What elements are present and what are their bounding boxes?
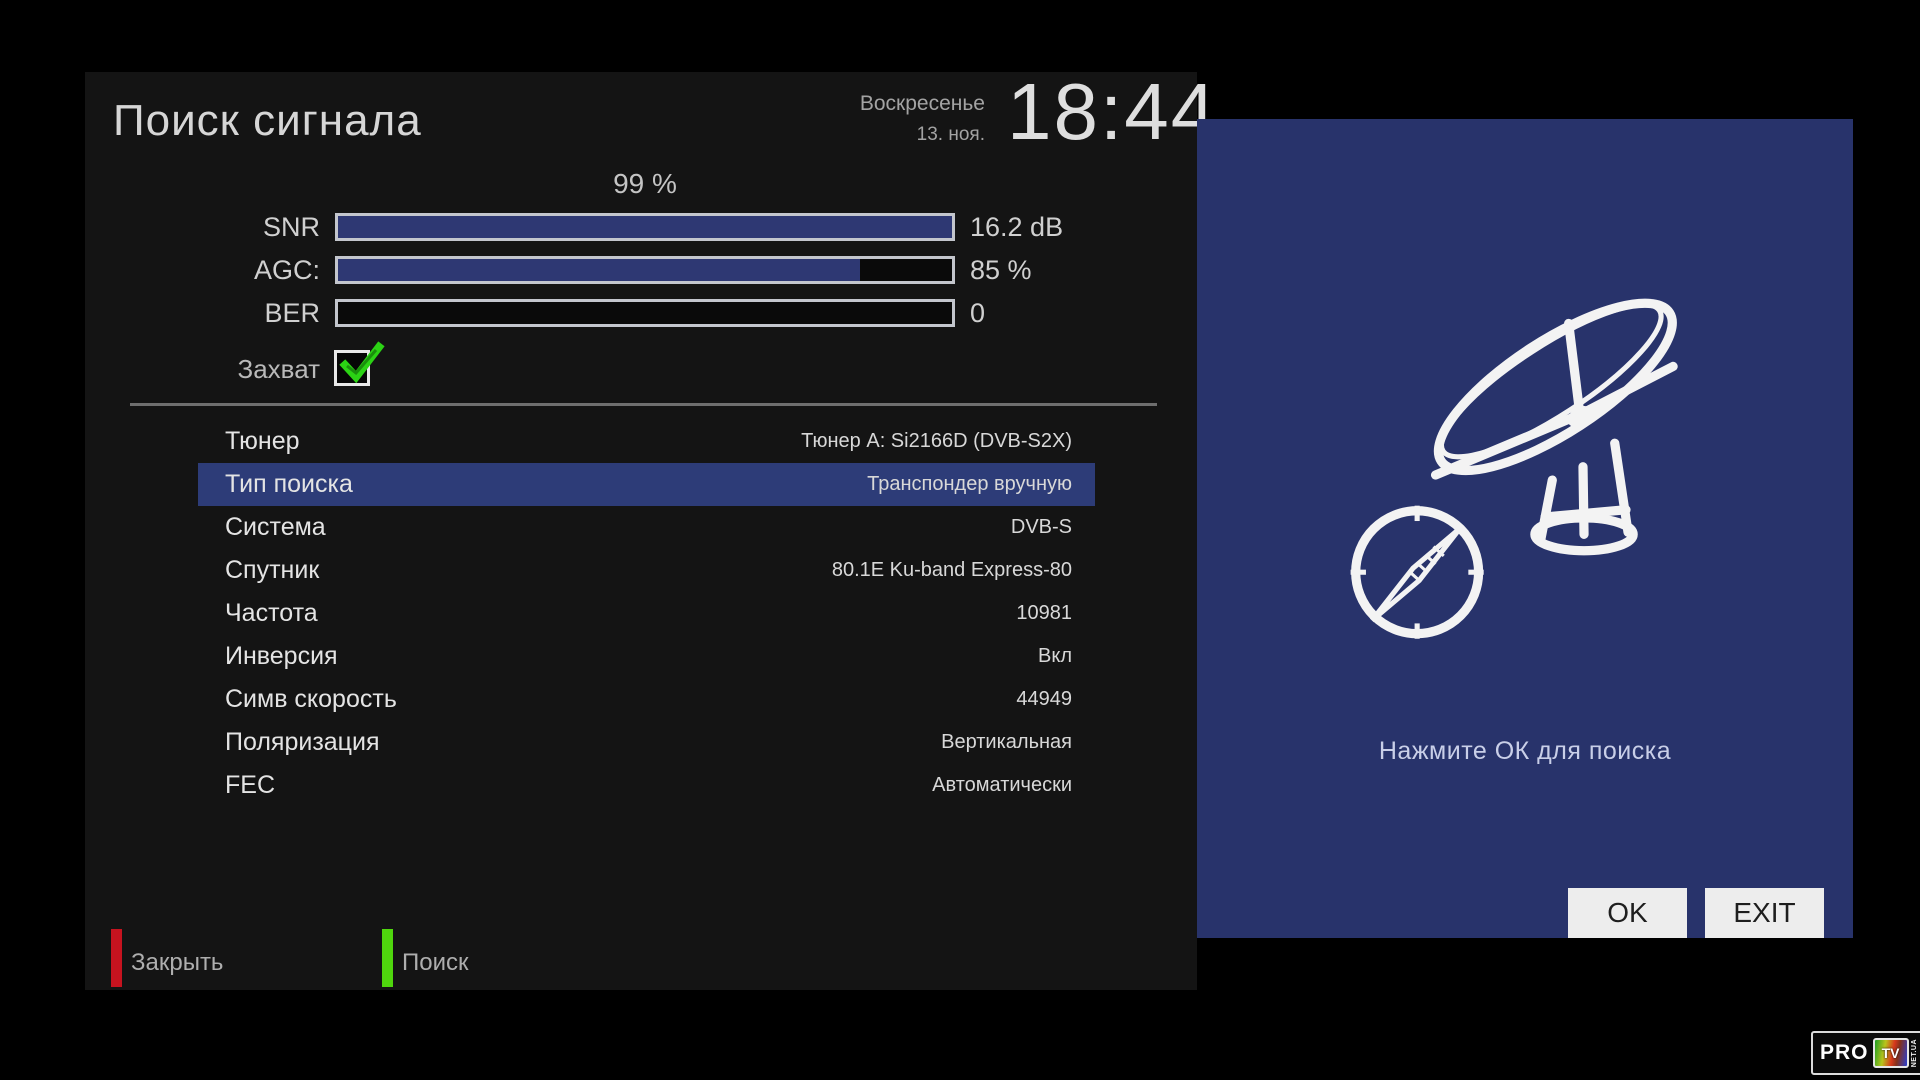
row-value: Транспондер вручную bbox=[867, 473, 1072, 495]
clock-day: 13. ноя. bbox=[916, 124, 985, 145]
red-key-close[interactable]: Закрыть bbox=[111, 928, 223, 988]
green-key-search[interactable]: Поиск bbox=[382, 928, 469, 988]
snr-meter bbox=[335, 213, 955, 241]
footer-key-hints: Закрыть Поиск bbox=[111, 928, 811, 988]
settings-row-inversion[interactable]: Инверсия Вкл bbox=[198, 635, 1095, 678]
row-value: Вкл bbox=[1038, 645, 1072, 667]
clock-weekday: Воскресенье bbox=[859, 92, 985, 115]
snr-label: SNR bbox=[262, 212, 320, 242]
agc-meter-fill bbox=[338, 259, 860, 281]
agc-label: AGC: bbox=[253, 255, 320, 285]
row-value: 80.1E Ku-band Express-80 bbox=[831, 559, 1072, 581]
row-label: Тип поиска bbox=[225, 470, 353, 498]
row-label: FEC bbox=[225, 771, 275, 799]
settings-row-system[interactable]: Система DVB-S bbox=[198, 506, 1095, 549]
settings-row-fec[interactable]: FEC Автоматически bbox=[198, 764, 1095, 807]
signal-quality-percent: 99 % bbox=[613, 168, 677, 199]
signal-lock-row: Захват bbox=[85, 341, 505, 388]
lock-checkbox bbox=[334, 341, 385, 386]
signal-search-dialog: Поиск сигнала Воскресенье 13. ноя. 18:44… bbox=[85, 67, 1215, 990]
satellite-dish-illustration bbox=[1350, 298, 1678, 639]
exit-button[interactable]: EXIT bbox=[1705, 888, 1824, 938]
green-key-label: Поиск bbox=[402, 949, 469, 976]
red-key-label: Закрыть bbox=[131, 949, 224, 976]
logo-suffix-text: NET.UA bbox=[1910, 1038, 1918, 1068]
tv-icon: TV bbox=[1872, 1038, 1909, 1068]
settings-row-tuner[interactable]: Тюнер Тюнер A: Si2166D (DVB-S2X) bbox=[198, 420, 1095, 463]
settings-row-search-type[interactable]: Тип поиска Транспондер вручную bbox=[198, 463, 1095, 506]
snr-value: 16.2 dB bbox=[970, 212, 1064, 242]
row-label: Спутник bbox=[225, 556, 320, 584]
signal-lock-label: Захват bbox=[237, 354, 320, 384]
snr-meter-fill bbox=[338, 216, 952, 238]
row-value: DVB-S bbox=[1010, 516, 1072, 538]
section-divider bbox=[130, 403, 1157, 406]
settings-row-frequency[interactable]: Частота 10981 bbox=[198, 592, 1095, 635]
clock-date: Воскресенье 13. ноя. bbox=[685, 92, 985, 146]
row-label: Тюнер bbox=[225, 427, 300, 455]
agc-meter bbox=[335, 256, 955, 284]
clock-time: 18:44 bbox=[1007, 67, 1218, 156]
agc-meter-row: AGC: 85 % bbox=[85, 256, 1197, 284]
logo-pro-text: PRO bbox=[1820, 1041, 1869, 1064]
settings-list: Тюнер Тюнер A: Si2166D (DVB-S2X) Тип пои… bbox=[198, 420, 1095, 807]
row-value: 44949 bbox=[1016, 688, 1072, 710]
settings-row-satellite[interactable]: Спутник 80.1E Ku-band Express-80 bbox=[198, 549, 1095, 592]
press-ok-message: Нажмите ОК для поиска bbox=[1378, 737, 1672, 765]
row-value: Вертикальная bbox=[941, 731, 1072, 753]
row-label: Инверсия bbox=[225, 642, 338, 670]
snr-meter-row: SNR 16.2 dB bbox=[85, 213, 1197, 241]
red-key-icon bbox=[111, 929, 122, 987]
row-label: Частота bbox=[225, 599, 318, 627]
row-label: Система bbox=[225, 513, 326, 541]
row-value: Тюнер A: Si2166D (DVB-S2X) bbox=[801, 430, 1072, 452]
green-key-icon bbox=[382, 929, 393, 987]
ber-value: 0 bbox=[970, 298, 986, 328]
protv-logo: PRO TV NET.UA bbox=[1811, 1031, 1920, 1075]
ber-meter bbox=[335, 299, 955, 327]
row-label: Симв скорость bbox=[225, 685, 397, 713]
page-title: Поиск сигнала bbox=[113, 96, 422, 145]
check-icon bbox=[339, 341, 385, 384]
ok-button[interactable]: OK bbox=[1568, 888, 1687, 938]
ber-meter-row: BER 0 bbox=[85, 299, 1197, 327]
row-value: 10981 bbox=[1016, 602, 1072, 624]
agc-value: 85 % bbox=[970, 255, 1032, 285]
row-label: Поляризация bbox=[225, 728, 380, 756]
ber-label: BER bbox=[264, 298, 320, 328]
settings-row-symbol-rate[interactable]: Симв скорость 44949 bbox=[198, 678, 1095, 721]
row-value: Автоматически bbox=[932, 774, 1072, 796]
panel-buttons: OK EXIT bbox=[1568, 888, 1824, 938]
search-side-panel: Нажмите ОК для поиска OK EXIT bbox=[1197, 119, 1853, 938]
settings-row-polarization[interactable]: Поляризация Вертикальная bbox=[198, 721, 1095, 764]
